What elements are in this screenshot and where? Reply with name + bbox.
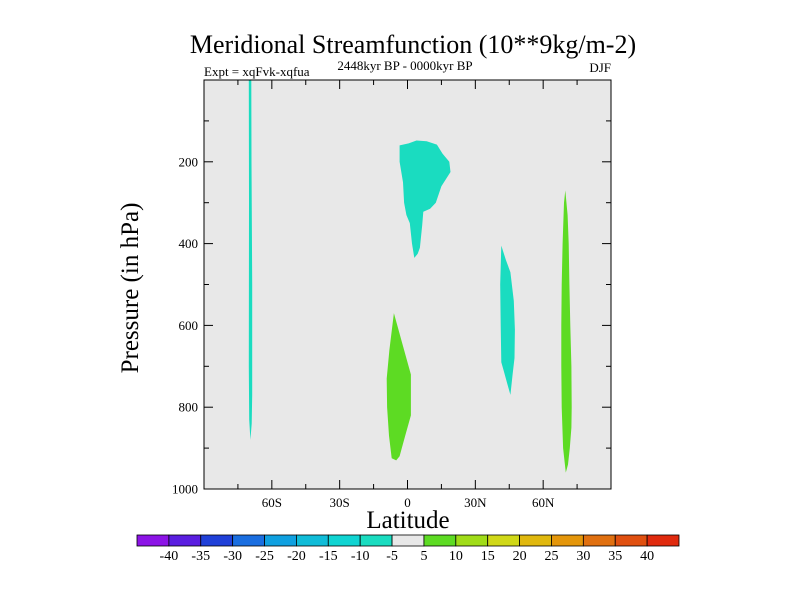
colorbar-box: [519, 534, 552, 547]
colorbar-label: 10: [449, 549, 463, 564]
colorbar-label: 20: [513, 549, 527, 564]
colorbar-box: [168, 534, 202, 547]
colorbar-label: 40: [640, 549, 654, 564]
left-string: Expt = xqFvk-xqfua: [204, 64, 310, 79]
x-tick-label: 0: [404, 495, 411, 510]
colorbar-box: [423, 534, 457, 547]
y-tick-label: 600: [179, 318, 199, 333]
colorbar-box: [359, 534, 393, 547]
x-tick-label: 60S: [262, 495, 282, 510]
x-tick-label: 30N: [464, 495, 487, 510]
region-positive-cell-lower-tropics: [386, 313, 411, 461]
colorbar: -40 -35 -30 -25 -20 -15 -10 -5 5 10 15 20 25 30 35 40: [136, 534, 680, 564]
colorbar-label: -40: [160, 549, 179, 564]
colorbar-box: [614, 534, 648, 547]
colorbar-box: [136, 534, 170, 547]
colorbar-label: 5: [420, 549, 427, 564]
colorbar-box: [646, 534, 680, 547]
center-string: 2448kyr BP - 0000kyr BP: [337, 58, 472, 73]
colorbar-label: 30: [576, 549, 590, 564]
y-tick-label: 800: [179, 400, 199, 415]
plot-background: [204, 80, 611, 489]
x-tick-label: 30S: [330, 495, 350, 510]
region-negative-cell-70S: [248, 80, 253, 440]
right-string: DJF: [589, 60, 611, 75]
colorbar-box: [391, 534, 425, 547]
x-tick-label: 60N: [532, 495, 555, 510]
colorbar-label: -35: [191, 549, 210, 564]
colorbar-label: 25: [544, 549, 558, 564]
colorbar-box: [551, 534, 584, 547]
colorbar-label: 35: [608, 549, 622, 564]
x-axis-label: Latitude: [366, 507, 449, 534]
colorbar-box: [232, 534, 265, 547]
y-tick-label: 200: [179, 154, 199, 169]
colorbar-box: [264, 534, 297, 547]
colorbar-box: [296, 534, 329, 547]
region-negative-cell-45N: [500, 245, 515, 395]
region-negative-cell-upper-tropics: [399, 140, 451, 258]
colorbar-box: [455, 534, 489, 547]
colorbar-box: [487, 534, 520, 547]
chart-title: Meridional Streamfunction (10**9kg/m-2): [190, 30, 636, 59]
y-axis-label: Pressure (in hPa): [117, 203, 144, 374]
colorbar-label: -10: [351, 549, 370, 564]
colorbar-box: [200, 534, 234, 547]
colorbar-box: [327, 534, 361, 547]
colorbar-label: -20: [287, 549, 306, 564]
colorbar-label: -5: [386, 549, 398, 564]
colorbar-box: [582, 534, 616, 547]
y-tick-label: 1000: [172, 482, 198, 497]
colorbar-label: 15: [481, 549, 495, 564]
colorbar-label: -15: [319, 549, 338, 564]
colorbar-label: -25: [255, 549, 274, 564]
region-positive-cell-70N: [561, 190, 572, 473]
contour-regions: [248, 80, 572, 473]
colorbar-label: -30: [223, 549, 242, 564]
y-tick-label: 400: [179, 236, 199, 251]
axis-ticks: 60S 30S 0 30N 60N 200 400 600 800 1000: [172, 80, 612, 510]
